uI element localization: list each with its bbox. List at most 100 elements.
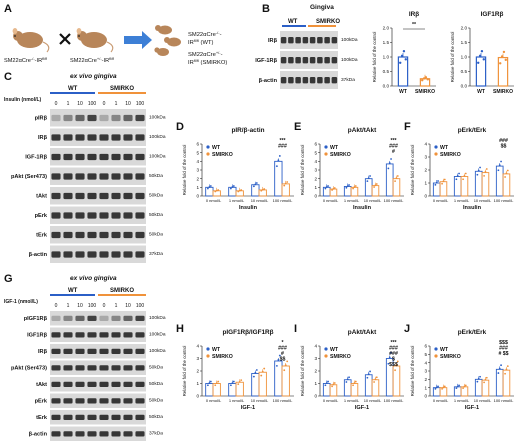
- blot-g-group-smirko: SMIRKO: [110, 288, 134, 294]
- data-point: [458, 172, 460, 175]
- x-tick-label: 100 nmol/L: [494, 198, 515, 203]
- blot-band: [87, 192, 97, 200]
- y-tick-label: 4: [196, 344, 199, 349]
- blot-band: [111, 348, 121, 355]
- y-tick-label: 4: [314, 159, 317, 164]
- data-point: [278, 155, 281, 157]
- data-point: [352, 384, 354, 387]
- significance-label: ###: [499, 346, 508, 352]
- data-point: [480, 50, 484, 53]
- data-point: [437, 180, 439, 182]
- blot-band: [99, 365, 109, 371]
- bar-smirko: [439, 181, 448, 197]
- blot-row-label: tErk: [36, 233, 48, 239]
- panel-letter-a: A: [4, 3, 12, 15]
- data-point: [345, 186, 348, 189]
- data-point: [506, 169, 509, 172]
- y-tick-label: 1: [196, 185, 199, 190]
- data-point: [263, 188, 266, 190]
- data-point: [443, 178, 446, 181]
- blot-band: [75, 173, 85, 180]
- data-point: [374, 378, 377, 381]
- significance-label: # $$: [498, 351, 508, 357]
- blot-band: [63, 251, 73, 258]
- blot-g-title: ex vivo gingiva: [70, 275, 117, 282]
- blot-row-label: tAkt: [36, 194, 47, 200]
- data-point: [261, 188, 264, 191]
- blot-band: [135, 348, 145, 355]
- data-point: [396, 175, 399, 177]
- panel-letter: I: [294, 323, 297, 335]
- bar-wt: [474, 378, 483, 397]
- panel-letter-g: G: [4, 273, 13, 285]
- blot-band: [99, 251, 109, 258]
- svg-text:SM22αCre+/--: SM22αCre+/--: [188, 50, 223, 58]
- x-tick-label: 100 nmol/L: [384, 198, 405, 203]
- data-point: [348, 184, 350, 186]
- data-point: [366, 376, 369, 379]
- dose-label: 1: [67, 101, 70, 107]
- data-point: [504, 176, 506, 178]
- dose-label: 0: [55, 101, 58, 107]
- significance-label: ***: [390, 138, 397, 144]
- blot-g-rows: 0 1 10 100 0 1 10 100 pIGF1Rβ 100kDa IGF1Rβ 100kDa I…: [11, 303, 166, 441]
- marker-label: 100kDa: [149, 154, 166, 160]
- blot-band: [87, 398, 97, 404]
- x-tick-label: 1 nmol/L: [229, 398, 245, 403]
- blot-band: [63, 381, 73, 388]
- bar-wt: [453, 386, 462, 397]
- bar-wt: [453, 176, 462, 197]
- blot-band: [111, 114, 121, 122]
- data-point: [477, 377, 480, 380]
- blot-row-label: tErk: [36, 415, 48, 421]
- dose-label: 10: [125, 303, 131, 309]
- arrow-right-icon: [124, 31, 152, 49]
- y-tick-label: 5: [314, 150, 317, 155]
- blot-band: [63, 192, 73, 200]
- data-point: [374, 184, 377, 187]
- marker-label: 37kDa: [149, 251, 163, 257]
- y-tick-label: 0.0: [461, 84, 468, 89]
- blot-band: [111, 414, 121, 421]
- dose-label: 1: [67, 303, 70, 309]
- bar-charts: IRβ 0.0 0.5 1.0 1.5 2.0 Relative fold of the c…: [176, 11, 514, 411]
- blot-band: [99, 212, 109, 219]
- blot-c-rows: 0 1 10 100 0 1 10 100 pIRβ 100kDa IRβ 100kDa IGF-1Rβ…: [11, 101, 166, 263]
- blot-band: [309, 77, 316, 84]
- data-point: [394, 180, 396, 182]
- data-point: [442, 180, 445, 183]
- blot-row-label: IGF-1Rβ: [25, 155, 47, 161]
- blot-band: [63, 431, 73, 437]
- panel-letter-b: B: [262, 3, 270, 15]
- blot-row-label: IGF1Rβ: [27, 332, 47, 338]
- significance-label: ***: [390, 340, 397, 346]
- data-point: [499, 62, 502, 65]
- data-point: [286, 181, 289, 183]
- data-point: [404, 58, 407, 61]
- blot-band: [99, 431, 109, 437]
- blot-band: [135, 332, 145, 338]
- x-tick-label: 0 nmol/L: [206, 398, 222, 403]
- y-tick-label: 0: [196, 194, 199, 199]
- y-tick-label: 2: [424, 377, 427, 382]
- blot-row-label: β-actin: [29, 252, 48, 258]
- blot-band: [99, 153, 109, 161]
- blot-strip: [50, 226, 146, 244]
- bar-smirko: [350, 383, 359, 397]
- legend-marker: [206, 145, 210, 149]
- blot-band: [317, 37, 323, 44]
- data-point: [434, 387, 437, 390]
- data-point: [426, 78, 429, 81]
- significance-label: $: [392, 357, 395, 363]
- svg-text:IRfl/fl (WT): IRfl/fl (WT): [188, 38, 213, 46]
- data-point: [479, 166, 481, 169]
- marker-label: 100kDa: [341, 57, 358, 63]
- blot-band: [99, 332, 109, 338]
- blot-band: [87, 365, 97, 371]
- bar-smirko: [392, 178, 401, 197]
- blot-band: [75, 315, 85, 322]
- blot-band: [51, 114, 61, 122]
- data-point: [366, 180, 369, 182]
- data-point: [456, 175, 459, 177]
